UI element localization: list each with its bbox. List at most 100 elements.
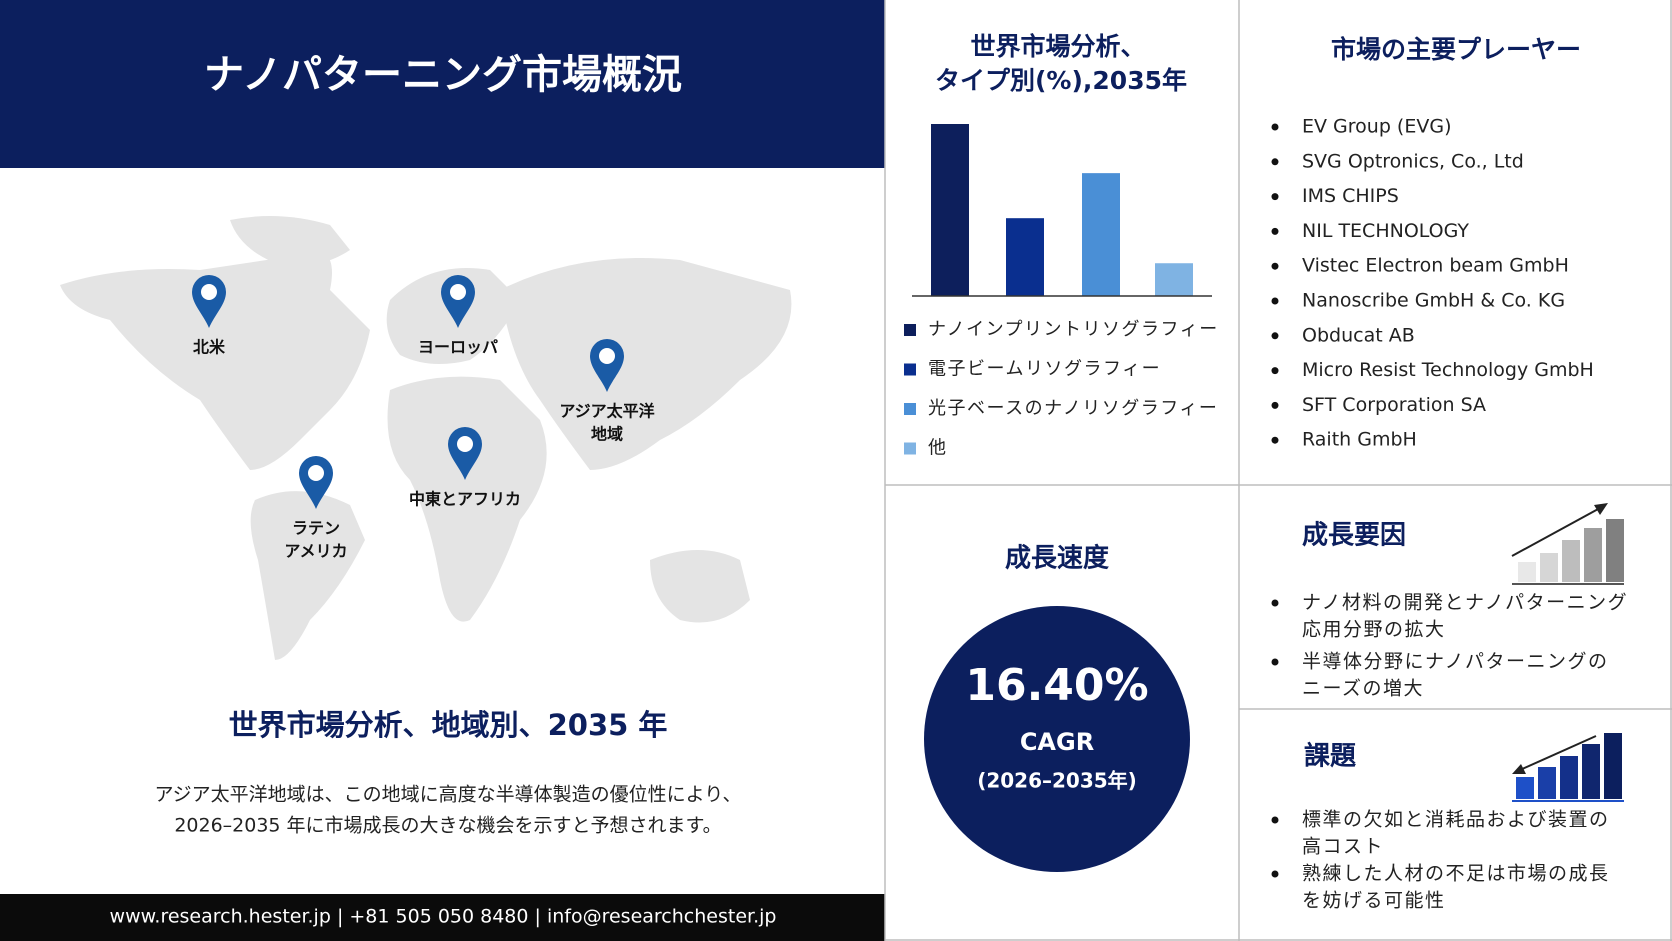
africa: [387, 376, 547, 622]
icon-arrowhead: [1512, 764, 1526, 774]
region-label: アメリカ: [284, 542, 347, 561]
cagr-period: (2026–2035年): [977, 769, 1137, 793]
bullet: [1271, 227, 1279, 235]
player-name: Raith GmbH: [1302, 429, 1417, 451]
icon-bar: [1518, 562, 1536, 582]
player-name: SVG Optronics, Co., Ltd: [1302, 150, 1524, 172]
legend-swatch: [904, 324, 916, 336]
icon-bar: [1538, 767, 1556, 799]
icon-arrow: [1511, 507, 1601, 557]
header-band: [0, 0, 885, 168]
legend-label: 光子ベースのナノリソグラフィー: [928, 398, 1218, 419]
legend-label: 他: [928, 438, 948, 459]
challenges-title: 課題: [1304, 741, 1357, 772]
panel-borders: [884, 0, 1672, 941]
regional-description: アジア太平洋地域は、この地域に高度な半導体製造の優位性により、: [154, 784, 741, 806]
region-label: アジア太平洋: [559, 402, 654, 421]
greenland: [230, 216, 350, 266]
region-label: 北米: [193, 338, 226, 357]
drivers-title: 成長要因: [1302, 521, 1406, 551]
legend-label: 電子ビームリソグラフィー: [928, 359, 1161, 380]
bullet: [1271, 816, 1279, 824]
regional-description: 2026–2035 年に市場成長の大きな機会を示すと予想されます。: [174, 815, 721, 837]
list-item: 応用分野の拡大: [1302, 619, 1446, 641]
australia: [650, 550, 750, 623]
legend-swatch: [904, 403, 916, 415]
icon-bar: [1584, 528, 1602, 582]
bar: [1155, 263, 1193, 296]
list-item: 高コスト: [1302, 836, 1384, 858]
footer-band: [0, 894, 885, 941]
map-pin: [192, 275, 226, 328]
region-label: 中東とアフリカ: [409, 490, 521, 509]
icon-arrowhead: [1594, 503, 1608, 515]
legend-swatch: [904, 442, 916, 455]
map-pin: [448, 427, 482, 480]
bullet: [1271, 658, 1279, 666]
map-pin: [299, 456, 333, 509]
world-map: [60, 216, 792, 660]
player-name: Obducat AB: [1302, 324, 1415, 346]
bullet: [1271, 870, 1279, 878]
cagr-circle: [924, 606, 1190, 872]
bullet: [1271, 401, 1279, 409]
drivers-icon: [1511, 503, 1624, 585]
list-item: ニーズの増大: [1302, 678, 1424, 700]
bar: [931, 124, 969, 296]
region-label: ヨーロッパ: [418, 338, 498, 357]
players-title: 市場の主要プレーヤー: [1331, 35, 1581, 64]
bullet: [1271, 332, 1279, 340]
icon-bar: [1582, 744, 1600, 799]
challenges-icon: [1512, 733, 1624, 802]
challenges-list: 標準の欠如と消耗品および装置の高コスト熟練した人材の不足は市場の成長を妨げる可能…: [1271, 809, 1610, 912]
footer-text: www.research.hester.jp | +81 505 050 848…: [110, 906, 777, 928]
map-pin-dot: [308, 465, 324, 481]
map-pin-dot: [450, 284, 466, 300]
legend-label: ナノインプリントリソグラフィー: [928, 319, 1219, 340]
icon-bar: [1562, 540, 1580, 582]
map-pin: [590, 339, 624, 392]
player-name: Nanoscribe GmbH & Co. KG: [1302, 290, 1565, 312]
south-america: [250, 491, 365, 660]
bullet: [1271, 599, 1279, 607]
map-pin-dot: [599, 348, 615, 364]
growth-rate-title: 成長速度: [1005, 543, 1109, 574]
player-name: Micro Resist Technology GmbH: [1302, 359, 1594, 381]
map-pin: [441, 275, 475, 328]
player-name: SFT Corporation SA: [1302, 394, 1486, 416]
bar: [1006, 218, 1044, 296]
list-item: を妨げる可能性: [1302, 890, 1446, 912]
bar: [1082, 173, 1120, 296]
player-name: EV Group (EVG): [1302, 116, 1451, 138]
bullet: [1271, 123, 1279, 131]
icon-bar: [1604, 733, 1622, 799]
asia: [500, 258, 792, 470]
bullet: [1271, 436, 1279, 444]
bullet: [1271, 297, 1279, 305]
list-item: 標準の欠如と消耗品および装置の: [1302, 809, 1610, 831]
chart-title: タイプ別(%),2035年: [935, 66, 1187, 95]
list-item: 半導体分野にナノパターニングの: [1302, 651, 1609, 673]
bar-chart: ナノインプリントリソグラフィー電子ビームリソグラフィー光子ベースのナノリソグラフ…: [904, 124, 1219, 459]
north-america: [60, 251, 370, 470]
cagr-value: 16.40%: [965, 660, 1148, 711]
icon-arrow: [1519, 735, 1597, 771]
list-item: ナノ材料の開発とナノパターニング: [1302, 592, 1628, 614]
icon-bar: [1516, 777, 1534, 799]
legend-swatch: [904, 363, 916, 376]
icon-bar: [1540, 553, 1558, 582]
icon-bar: [1560, 756, 1578, 799]
drivers-list: ナノ材料の開発とナノパターニング応用分野の拡大半導体分野にナノパターニングのニー…: [1271, 592, 1628, 700]
bullet: [1271, 158, 1279, 166]
player-name: NIL TECHNOLOGY: [1302, 220, 1469, 242]
bullet: [1271, 193, 1279, 201]
map-pin-dot: [201, 284, 217, 300]
list-item: 熟練した人材の不足は市場の成長: [1302, 863, 1610, 885]
regional-title: 世界市場分析、地域別、2035 年: [229, 708, 668, 742]
region-label: 地域: [591, 425, 623, 444]
bullet: [1271, 367, 1279, 375]
region-label: ラテン: [292, 519, 340, 538]
cagr-label: CAGR: [1020, 728, 1094, 756]
